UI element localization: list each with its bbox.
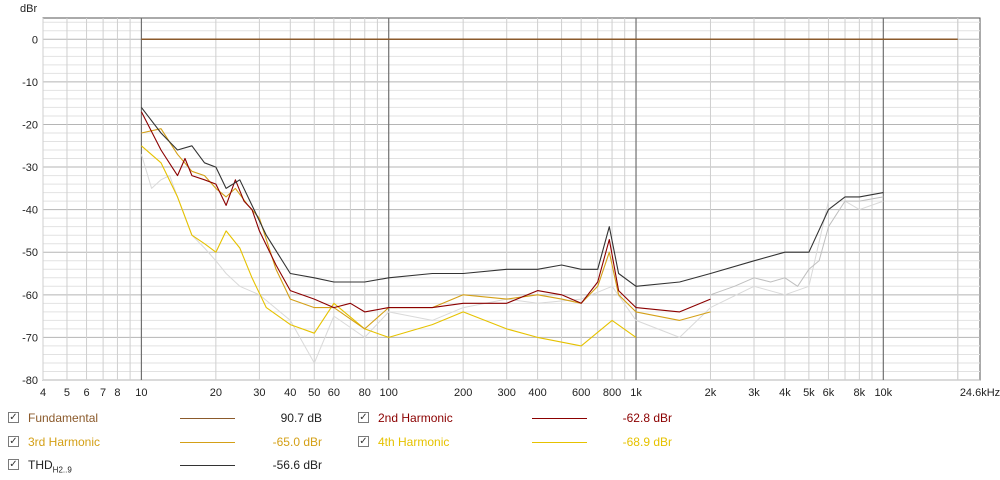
trace-unlisted bbox=[710, 196, 884, 296]
x-tick-label: 400 bbox=[528, 387, 546, 399]
legend-value-thd: -56.6 dBr bbox=[272, 458, 322, 472]
x-tick-label: 600 bbox=[572, 387, 590, 399]
x-tick-label: 20 bbox=[210, 387, 222, 399]
legend-swatch-fundamental bbox=[180, 418, 235, 419]
x-tick-label: 8 bbox=[114, 387, 120, 399]
legend-item-h4[interactable]: ✓ 4th Harmonic -68.9 dBr bbox=[358, 434, 698, 452]
y-tick-label: -40 bbox=[22, 205, 38, 217]
y-tick-label: -70 bbox=[22, 332, 38, 344]
x-tick-label: 4k bbox=[779, 387, 791, 399]
y-tick-label: 0 bbox=[32, 34, 38, 46]
x-tick-label: 10 bbox=[135, 387, 147, 399]
series-line-h2 bbox=[140, 111, 711, 313]
x-tick-label: 40 bbox=[284, 387, 296, 399]
legend-item-h2[interactable]: ✓ 2nd Harmonic -62.8 dBr bbox=[358, 410, 698, 428]
x-tick-label: 800 bbox=[603, 387, 621, 399]
x-tick-label: 50 bbox=[308, 387, 320, 399]
y-axis-label: dBr bbox=[20, 3, 37, 15]
x-tick-label: 60 bbox=[328, 387, 340, 399]
x-tick-label: 100 bbox=[380, 387, 398, 399]
y-tick-label: -30 bbox=[22, 162, 38, 174]
y-tick-label: -20 bbox=[22, 119, 38, 131]
x-tick-label: 4 bbox=[40, 387, 46, 399]
legend-label-thd: THDH2..9 bbox=[28, 458, 72, 474]
thd-label-text: THD bbox=[28, 458, 53, 472]
y-tick-label: -10 bbox=[22, 77, 38, 89]
legend-value-h4: -68.9 dBr bbox=[622, 435, 672, 449]
x-tick-label: 6k bbox=[823, 387, 835, 399]
x-tick-label: 2k bbox=[705, 387, 717, 399]
x-tick-label: 300 bbox=[498, 387, 516, 399]
x-tick-label: 5k bbox=[803, 387, 815, 399]
x-tick-label: 6 bbox=[83, 387, 89, 399]
series-line-h4 bbox=[141, 145, 637, 347]
legend-item-h3[interactable]: ✓ 3rd Harmonic -65.0 dBr bbox=[8, 434, 348, 452]
series-line-thd bbox=[140, 107, 884, 287]
legend-label-h2: 2nd Harmonic bbox=[378, 411, 453, 425]
y-tick-label: -60 bbox=[22, 290, 38, 302]
legend-label-h3: 3rd Harmonic bbox=[28, 435, 101, 449]
x-tick-label: 80 bbox=[359, 387, 371, 399]
legend-label-h4: 4th Harmonic bbox=[378, 435, 450, 449]
plot-frame bbox=[42, 17, 981, 381]
x-tick-label: 10k bbox=[874, 387, 892, 399]
chart-grid bbox=[42, 17, 981, 381]
legend-swatch-h4 bbox=[532, 442, 587, 443]
legend-swatch-thd bbox=[180, 465, 235, 466]
x-tick-label: 5 bbox=[64, 387, 70, 399]
legend-value-h3: -65.0 dBr bbox=[272, 435, 322, 449]
x-tick-label: 30 bbox=[253, 387, 265, 399]
legend-value-fundamental: 90.7 dB bbox=[280, 411, 322, 425]
x-tick-label: 24.6kHz bbox=[960, 387, 1000, 399]
trace-unlisted bbox=[140, 154, 884, 364]
y-tick-label: -50 bbox=[22, 247, 38, 259]
legend-item-thd[interactable]: ✓ THDH2..9 -56.6 dBr bbox=[8, 457, 348, 475]
checkbox-thd[interactable]: ✓ bbox=[8, 459, 19, 470]
chart-traces bbox=[140, 38, 958, 364]
x-tick-label: 200 bbox=[454, 387, 472, 399]
checkbox-h3[interactable]: ✓ bbox=[8, 436, 19, 447]
checkbox-h4[interactable]: ✓ bbox=[358, 436, 369, 447]
legend-swatch-h2 bbox=[532, 418, 587, 419]
chart-tick-labels: 0 -10 -20 -30 -40 -50 -60 -70 -804 5 6 7 8 10 20 30 40 50… bbox=[22, 34, 1000, 399]
legend: ✓ Fundamental 90.7 dB ✓ 2nd Harmonic -62… bbox=[0, 400, 1000, 480]
legend-swatch-h3 bbox=[180, 442, 235, 443]
legend-item-fundamental[interactable]: ✓ Fundamental 90.7 dB bbox=[8, 410, 348, 428]
x-tick-label: 8k bbox=[854, 387, 866, 399]
checkbox-fundamental[interactable]: ✓ bbox=[8, 412, 19, 423]
legend-label-fundamental: Fundamental bbox=[28, 411, 99, 425]
y-tick-label: -80 bbox=[22, 375, 38, 387]
x-tick-label: 1k bbox=[630, 387, 642, 399]
x-tick-label: 3k bbox=[748, 387, 760, 399]
thd-label-subscript: H2..9 bbox=[52, 465, 72, 475]
thd-chart: 0 -10 -20 -30 -40 -50 -60 -70 -804 5 6 7 8 10 20 30 40 50… bbox=[20, 3, 1000, 399]
legend-value-h2: -62.8 dBr bbox=[622, 411, 672, 425]
x-tick-label: 7 bbox=[100, 387, 106, 399]
checkbox-h2[interactable]: ✓ bbox=[358, 412, 369, 423]
